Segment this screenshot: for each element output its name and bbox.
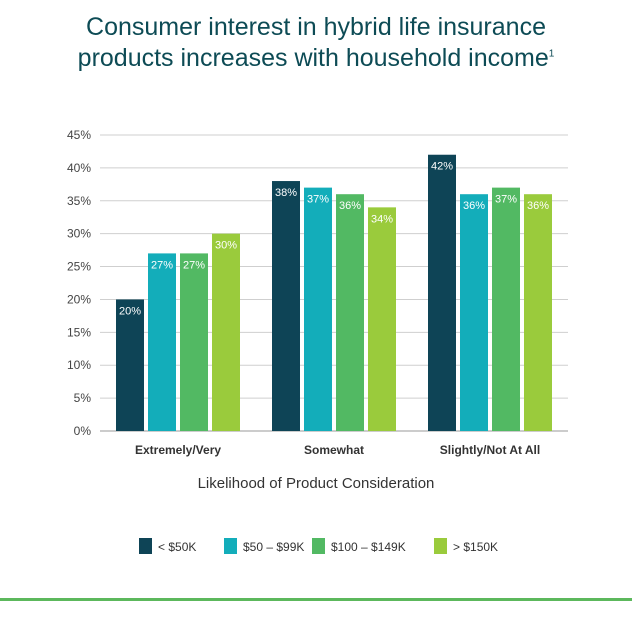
bar — [524, 194, 552, 431]
x-axis-title: Likelihood of Product Consideration — [198, 475, 435, 492]
y-tick-label: 30% — [67, 227, 91, 241]
bar — [492, 187, 520, 431]
y-tick-label: 20% — [67, 292, 91, 306]
bar-value-label: 37% — [495, 194, 517, 206]
y-tick-label: 40% — [67, 161, 91, 175]
y-tick-label: 45% — [67, 128, 91, 142]
bar — [180, 253, 208, 431]
legend: < $50K $50 – $99K $100 – $149K > $150K — [139, 538, 498, 554]
bar-value-label: 30% — [215, 240, 237, 252]
bar-value-label: 20% — [119, 305, 141, 317]
bar — [116, 299, 144, 431]
bar — [212, 233, 240, 431]
bar-value-label: 27% — [151, 259, 173, 271]
footnote-marker: 1 — [548, 48, 555, 60]
gridlines — [100, 134, 568, 432]
bar — [368, 207, 396, 431]
y-tick-label: 10% — [67, 358, 91, 372]
legend-swatch — [139, 538, 152, 554]
legend-label: < $50K — [158, 540, 196, 554]
legend-swatch — [224, 538, 237, 554]
y-tick-label: 0% — [74, 424, 92, 438]
y-tick-label: 5% — [74, 391, 92, 405]
chart-title-line-1: Consumer interest in hybrid life insuran… — [86, 13, 546, 41]
legend-swatch — [312, 538, 325, 554]
x-axis: Extremely/Very Somewhat Slightly/Not At Al… — [135, 443, 540, 492]
bar-value-label: 37% — [307, 194, 329, 206]
x-tick-label: Slightly/Not At All — [440, 443, 540, 457]
bar — [304, 187, 332, 431]
bar — [148, 253, 176, 431]
bar — [460, 194, 488, 431]
chart-title: Consumer interest in hybrid life insuran… — [0, 12, 632, 74]
bar-value-label: 36% — [463, 200, 485, 212]
legend-label: $100 – $149K — [331, 540, 406, 554]
legend-swatch — [434, 538, 447, 554]
bar-value-label: 34% — [371, 213, 393, 225]
y-tick-label: 35% — [67, 194, 91, 208]
bars: 20% 27% 27% 30% 38% 37% 36% 34% 42% 36% 37% 36% — [116, 154, 552, 431]
bar — [336, 194, 364, 431]
y-tick-label: 25% — [67, 260, 91, 274]
bar-value-label: 38% — [275, 187, 297, 199]
bar-value-label: 42% — [431, 161, 453, 173]
y-tick-label: 15% — [67, 325, 91, 339]
legend-label: > $150K — [453, 540, 498, 554]
chart-title-line-2: products increases with household income… — [0, 43, 632, 74]
bar-value-label: 36% — [527, 200, 549, 212]
x-tick-label: Extremely/Very — [135, 443, 221, 457]
chart-title-line-2-text: products increases with household income — [77, 44, 549, 72]
bar — [428, 154, 456, 431]
legend-label: $50 – $99K — [243, 540, 304, 554]
x-tick-label: Somewhat — [304, 443, 364, 457]
footer-rule — [0, 598, 632, 601]
y-axis: 0% 5% 10% 15% 20% 25% 30% 35% 40% 45% — [67, 128, 91, 438]
bar-value-label: 36% — [339, 200, 361, 212]
bar-value-label: 27% — [183, 259, 205, 271]
bar — [272, 181, 300, 431]
